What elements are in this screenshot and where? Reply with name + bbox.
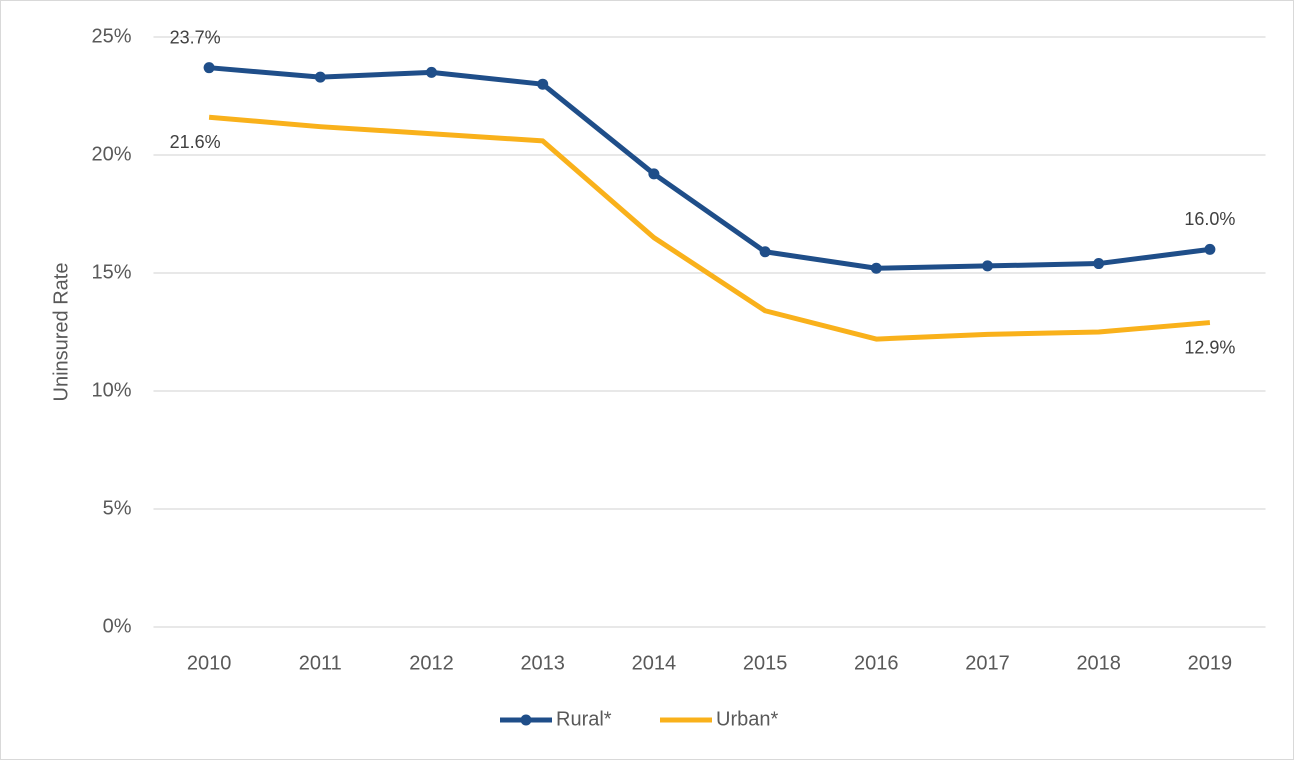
y-tick-label: 0% (103, 615, 132, 637)
data-label: 23.7% (170, 27, 221, 47)
x-tick-label: 2018 (1076, 652, 1121, 674)
x-tick-label: 2012 (409, 652, 454, 674)
series-line (208, 65, 1211, 271)
legend-label: Urban* (716, 708, 778, 730)
point-marker (982, 260, 993, 272)
point-marker (203, 62, 215, 74)
y-tick-label: 10% (91, 379, 131, 401)
data-label: 21.6% (170, 132, 221, 152)
x-tick-label: 2013 (520, 652, 565, 674)
data-label: 16.0% (1184, 209, 1235, 229)
point-marker (426, 66, 437, 78)
data-label: 12.9% (1184, 337, 1235, 357)
point-marker (870, 262, 882, 274)
x-tick-label: 2019 (1188, 652, 1233, 674)
x-tick-label: 2014 (632, 652, 677, 674)
series-line (208, 114, 1211, 342)
x-tick-label: 2017 (965, 652, 1010, 674)
x-tick-label: 2011 (299, 652, 342, 674)
point-marker (1093, 258, 1105, 270)
legend-label: Rural* (556, 708, 612, 730)
y-tick-label: 5% (103, 497, 132, 519)
y-tick-label: 25% (91, 25, 131, 47)
y-axis-label: Uninsured Rate (50, 263, 72, 402)
point-marker (314, 71, 326, 83)
point-marker (759, 246, 771, 258)
x-tick-label: 2016 (854, 652, 899, 674)
point-marker (648, 168, 660, 180)
y-tick-label: 15% (91, 261, 131, 283)
x-tick-label: 2015 (743, 652, 788, 674)
point-marker (1204, 243, 1216, 255)
y-tick-label: 20% (91, 143, 131, 165)
legend-marker (520, 714, 532, 726)
x-tick-label: 2010 (187, 652, 232, 674)
point-marker (537, 78, 549, 90)
